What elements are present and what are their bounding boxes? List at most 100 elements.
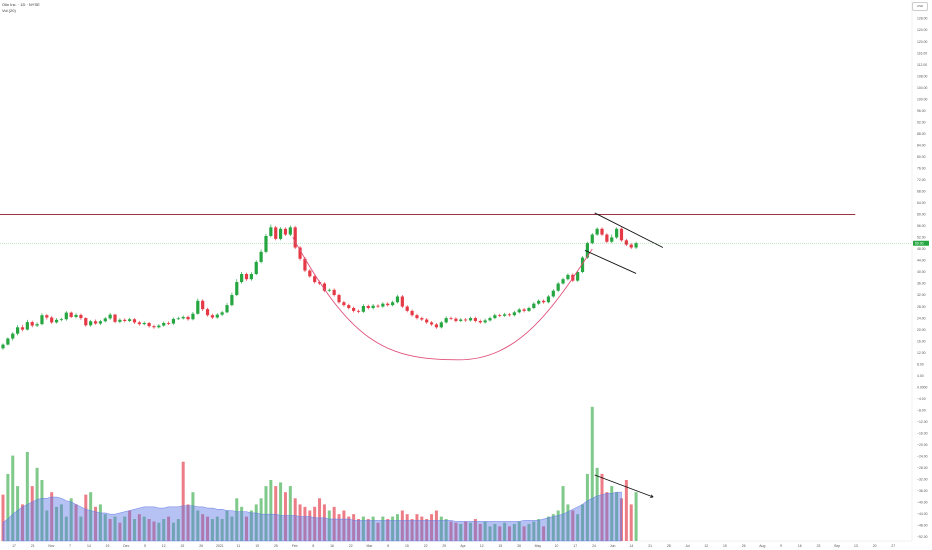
price-tick-label: 92.00 <box>917 120 926 124</box>
candle <box>84 318 88 326</box>
volume-bar <box>522 526 526 541</box>
candle <box>342 302 346 306</box>
candle <box>69 312 73 317</box>
volume-bar <box>142 516 146 541</box>
volume-bar <box>512 523 516 541</box>
volume-bar <box>225 510 229 541</box>
price-tick-label: 36.00 <box>917 282 926 286</box>
volume-bar <box>94 506 98 541</box>
candle <box>244 274 249 280</box>
volume-bar <box>391 516 395 541</box>
time-tick-label: 16 <box>330 544 334 548</box>
volume-bar <box>249 510 253 541</box>
time-tick-label: 27 <box>891 544 895 548</box>
time-tick-label: Feb <box>292 544 298 548</box>
candle <box>249 274 253 280</box>
candle <box>1 344 5 349</box>
candle <box>20 327 25 330</box>
volume-bar <box>254 504 258 541</box>
candle <box>454 318 458 321</box>
price-tick-label: 96.00 <box>917 109 926 113</box>
candle <box>59 319 64 321</box>
candle <box>181 316 185 319</box>
time-tick-label: 26 <box>517 544 521 548</box>
price-tick-label: 76.00 <box>917 167 926 171</box>
price-tick-label: 48.00 <box>917 247 926 251</box>
candle <box>162 322 166 326</box>
candle <box>225 305 229 313</box>
volume-bar <box>420 516 424 541</box>
candle <box>259 251 263 262</box>
candle <box>361 305 365 312</box>
candle <box>337 295 341 303</box>
candle <box>439 322 443 328</box>
candle <box>493 315 497 319</box>
candle <box>561 279 565 284</box>
candle <box>293 227 297 248</box>
volume-bar <box>98 504 102 541</box>
volume-bar <box>84 494 88 541</box>
volume-bar <box>132 519 136 541</box>
volume-bar <box>381 516 385 541</box>
candle <box>40 315 44 325</box>
candle <box>196 300 200 314</box>
volume-bar <box>342 510 346 541</box>
candle <box>595 228 599 235</box>
volume-bar <box>376 522 380 541</box>
candle <box>103 318 107 322</box>
volume-bar <box>517 521 521 541</box>
price-tick-label: 64.00 <box>917 201 926 205</box>
time-tick-label: Apr <box>460 544 466 548</box>
candle <box>230 295 234 306</box>
price-tick-label: −20.00 <box>917 443 928 447</box>
volume-bar <box>459 523 463 541</box>
candle <box>619 228 624 241</box>
volume-bar <box>220 519 224 541</box>
price-tick-label: −44.00 <box>917 512 928 516</box>
price-tick-label: 72.00 <box>917 178 926 182</box>
candle <box>298 247 302 259</box>
volume-bar <box>137 514 141 541</box>
candle <box>488 318 492 321</box>
candle <box>352 308 356 311</box>
candle <box>537 300 541 304</box>
candle <box>498 315 502 317</box>
price-tick-label: 120.00 <box>917 40 927 44</box>
candle <box>152 326 156 328</box>
price-tick-label: 4.00 <box>917 374 924 378</box>
volume-bar <box>415 514 419 541</box>
candle <box>429 322 434 325</box>
time-tick-label: 23 <box>817 544 821 548</box>
time-tick-label: 12 <box>704 544 708 548</box>
currency-badge[interactable]: USD <box>912 2 928 11</box>
time-tick-label: Jun <box>610 544 616 548</box>
volume-bar <box>118 522 122 541</box>
time-tick-label: 14 <box>629 544 633 548</box>
volume-bar <box>6 473 10 541</box>
volume-bar <box>318 498 322 541</box>
volume-bar <box>89 492 93 541</box>
candle <box>522 309 526 311</box>
price-tick-label: 12.00 <box>917 351 926 355</box>
price-tick-label: 40.00 <box>917 270 926 274</box>
candle <box>264 235 268 252</box>
time-tick-label: 10 <box>555 544 559 548</box>
candle <box>132 319 137 323</box>
volume-bar <box>357 519 361 541</box>
volume-bar <box>532 521 536 541</box>
time-tick-label: May <box>535 544 542 548</box>
candle <box>327 289 331 291</box>
price-tick-label: 60.00 <box>917 213 926 217</box>
volume-bar <box>293 498 297 541</box>
volume-bar <box>298 504 302 541</box>
cup-curve <box>292 237 593 361</box>
candle <box>142 322 146 325</box>
time-tick-label: 25 <box>274 544 278 548</box>
price-tick-label: 44.00 <box>917 259 926 263</box>
volume-bar <box>556 510 560 541</box>
volume-bar <box>347 516 351 541</box>
volume-bar <box>400 510 404 541</box>
volume-bar <box>507 526 511 541</box>
volume-bar <box>464 521 468 541</box>
